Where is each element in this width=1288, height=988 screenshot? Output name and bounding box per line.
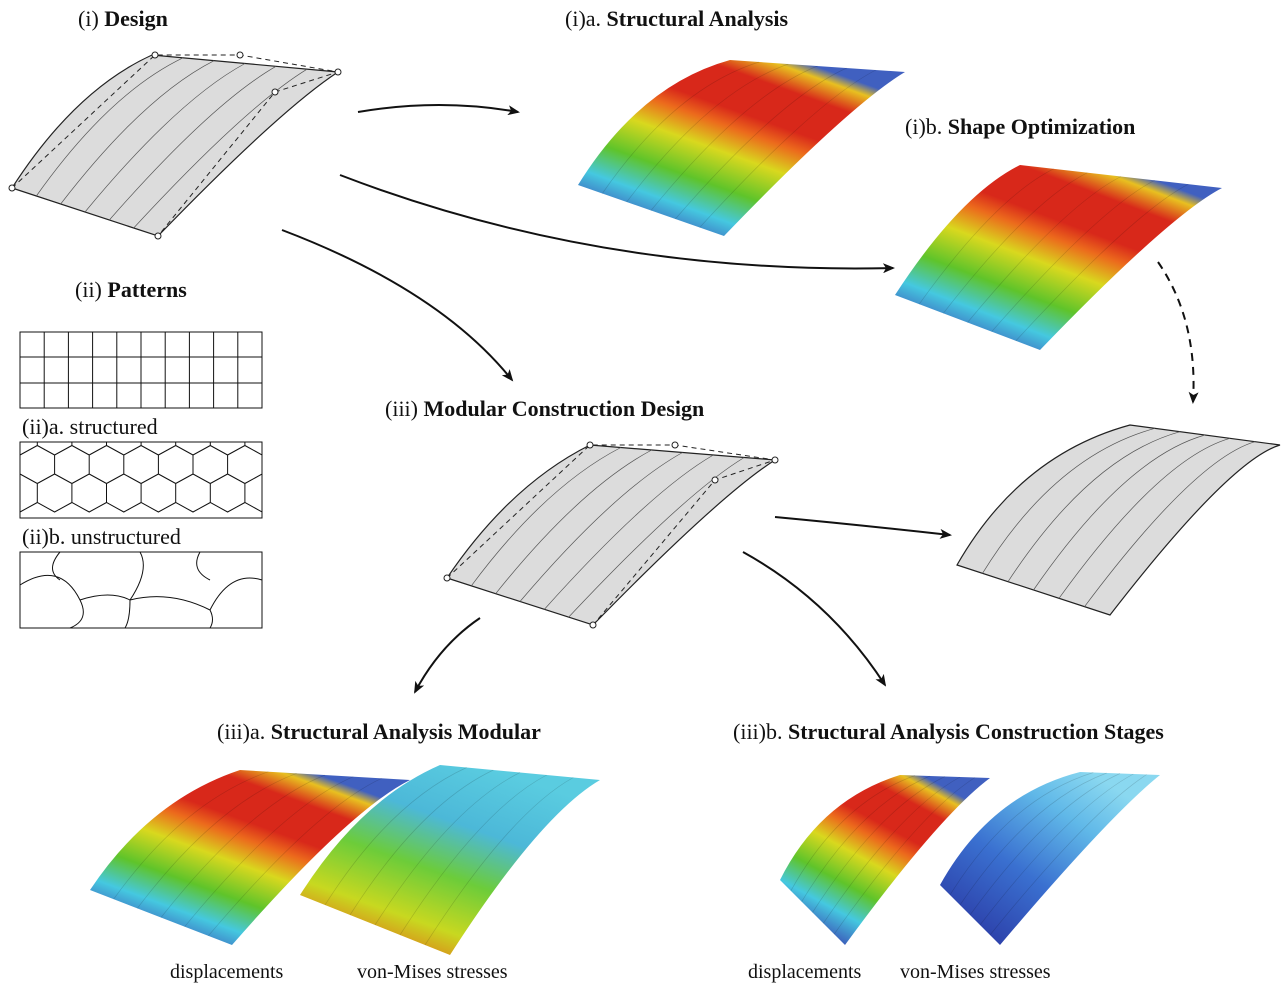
control-point <box>155 233 161 239</box>
control-point <box>590 622 596 628</box>
shell-surface <box>940 772 1160 945</box>
control-point <box>272 89 278 95</box>
label-prefix: (i)a. <box>565 6 601 31</box>
label-prefix: (iii)a. <box>217 719 265 744</box>
patterns <box>3 332 297 628</box>
control-point <box>444 575 450 581</box>
arrow <box>1158 262 1194 402</box>
control-point <box>772 457 778 463</box>
control-point <box>587 442 593 448</box>
label-prefix: (i)b. <box>905 114 942 139</box>
arrow <box>415 618 480 692</box>
diagram: (i) Design (i)a. Structural Analysis (i)… <box>0 0 1288 988</box>
label-prefix: (iii)b. <box>733 719 783 744</box>
label: (iii)a. Structural Analysis Modular <box>217 719 541 744</box>
control-point <box>712 477 718 483</box>
label: (ii)b. unstructured <box>22 524 181 549</box>
shell-surface <box>957 425 1280 615</box>
shell-surface <box>447 445 775 625</box>
label-prefix: (iii) <box>385 396 418 421</box>
shell-surface <box>12 55 338 236</box>
pattern-frame <box>20 552 262 628</box>
label: (i)b. Shape Optimization <box>905 114 1135 139</box>
label: (iii)b. Structural Analysis Construction… <box>733 719 1164 744</box>
label-title: Structural Analysis Construction Stages <box>788 719 1164 744</box>
caption: von-Mises stresses <box>357 961 508 983</box>
control-point <box>335 69 341 75</box>
label-prefix: (ii) <box>75 277 102 302</box>
label: (ii) Patterns <box>75 277 187 302</box>
label-title: Modular Construction Design <box>424 396 705 421</box>
control-point <box>9 185 15 191</box>
arrow <box>282 230 512 380</box>
caption: displacements <box>170 961 284 983</box>
shell-surface <box>895 165 1222 350</box>
control-point <box>152 52 158 58</box>
label-title: Patterns <box>107 277 187 302</box>
label-title: Structural Analysis Modular <box>271 719 541 744</box>
label-title: Structural Analysis <box>607 6 789 31</box>
unstructured-lines <box>20 552 262 628</box>
arrow <box>775 517 950 535</box>
label: (iii) Modular Construction Design <box>385 396 704 421</box>
label-prefix: (i) <box>78 6 99 31</box>
label: (i) Design <box>78 6 168 31</box>
label-title: Design <box>104 6 168 31</box>
label: (i)a. Structural Analysis <box>565 6 788 31</box>
label-title: Shape Optimization <box>948 114 1136 139</box>
caption: von-Mises stresses <box>900 961 1051 983</box>
arrow <box>358 105 518 112</box>
control-point <box>672 442 678 448</box>
caption: displacements <box>748 961 862 983</box>
control-point <box>237 52 243 58</box>
arrow <box>743 552 885 685</box>
label: (ii)a. structured <box>22 414 158 439</box>
